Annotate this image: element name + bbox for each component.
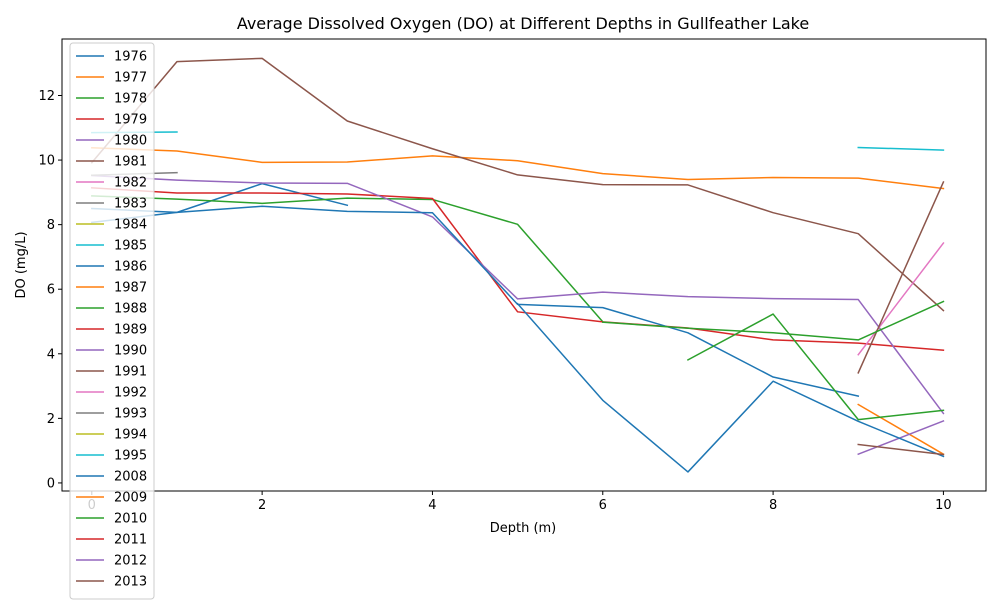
series-line-1995-19 — [857, 146, 945, 151]
x-tick-label: 8 — [769, 498, 777, 513]
series-line-2010-22 — [601, 300, 945, 341]
series-line-1987-11 — [857, 403, 945, 456]
legend-label-1989: 1989 — [114, 323, 147, 338]
legend-label-1985: 1985 — [114, 239, 147, 254]
y-tick-label: 0 — [47, 476, 55, 491]
axis-layer: 0246810024681012 — [38, 89, 951, 513]
legend-label-1977: 1977 — [114, 71, 147, 86]
legend-label-2009: 2009 — [114, 491, 147, 506]
series-line-1980-4 — [91, 174, 945, 415]
legend: 1976 1977 1978 1979 1980 1981 1982 1983 1984 1985… — [69, 42, 155, 600]
legend-label-1993: 1993 — [114, 407, 147, 422]
chart-title: Average Dissolved Oxygen (DO) at Differe… — [237, 14, 809, 33]
legend-label-1987: 1987 — [114, 281, 147, 296]
x-tick-label: 4 — [428, 498, 436, 513]
legend-label-1982: 1982 — [114, 176, 147, 191]
series-line-2013-25 — [857, 443, 945, 456]
plot-frame — [61, 38, 987, 492]
legend-label-1984: 1984 — [114, 218, 147, 233]
legend-label-1986: 1986 — [114, 260, 147, 275]
legend-label-2008: 2008 — [114, 470, 147, 485]
legend-label-1979: 1979 — [114, 113, 147, 128]
legend-label-1976: 1976 — [114, 50, 147, 65]
legend-label-2013: 2013 — [114, 575, 147, 590]
legend-label-2010: 2010 — [114, 512, 147, 527]
series-line-1977-1 — [91, 147, 945, 190]
legend-label-1991: 1991 — [114, 365, 147, 380]
x-tick-label: 2 — [258, 498, 266, 513]
x-tick-label: 10 — [935, 498, 952, 513]
y-axis-label: DO (mg/L) — [14, 231, 29, 298]
y-tick-label: 10 — [38, 154, 55, 169]
legend-label-2011: 2011 — [114, 533, 147, 548]
y-tick-label: 12 — [38, 89, 55, 104]
legend-label-1995: 1995 — [114, 449, 147, 464]
series-line-1986-10 — [91, 205, 860, 397]
legend-label-1988: 1988 — [114, 302, 147, 317]
series-layer — [90, 57, 945, 473]
series-line-1981-5 — [90, 57, 945, 312]
legend-label-1981: 1981 — [114, 155, 147, 170]
legend-label-1992: 1992 — [114, 386, 147, 401]
series-line-1991-15 — [857, 181, 945, 374]
y-tick-label: 2 — [47, 412, 55, 427]
legend-label-1990: 1990 — [114, 344, 147, 359]
legend-label-2012: 2012 — [114, 554, 147, 569]
y-tick-label: 4 — [47, 347, 55, 362]
legend-label-1983: 1983 — [114, 197, 147, 212]
x-axis-label: Depth (m) — [490, 521, 557, 536]
series-line-2008-20 — [516, 302, 945, 473]
series-line-1982-6 — [857, 241, 945, 356]
plot-area — [62, 39, 986, 491]
legend-label-1994: 1994 — [114, 428, 147, 443]
series-line-1979-3 — [91, 187, 945, 352]
series-line-1988-12 — [686, 313, 945, 421]
series-line-1990-14 — [857, 419, 945, 456]
x-tick-label: 6 — [599, 498, 607, 513]
y-tick-label: 6 — [47, 283, 55, 298]
y-tick-label: 8 — [47, 218, 55, 233]
legend-label-1978: 1978 — [114, 92, 147, 107]
legend-label-1980: 1980 — [114, 134, 147, 149]
series-line-1978-2 — [91, 195, 604, 323]
